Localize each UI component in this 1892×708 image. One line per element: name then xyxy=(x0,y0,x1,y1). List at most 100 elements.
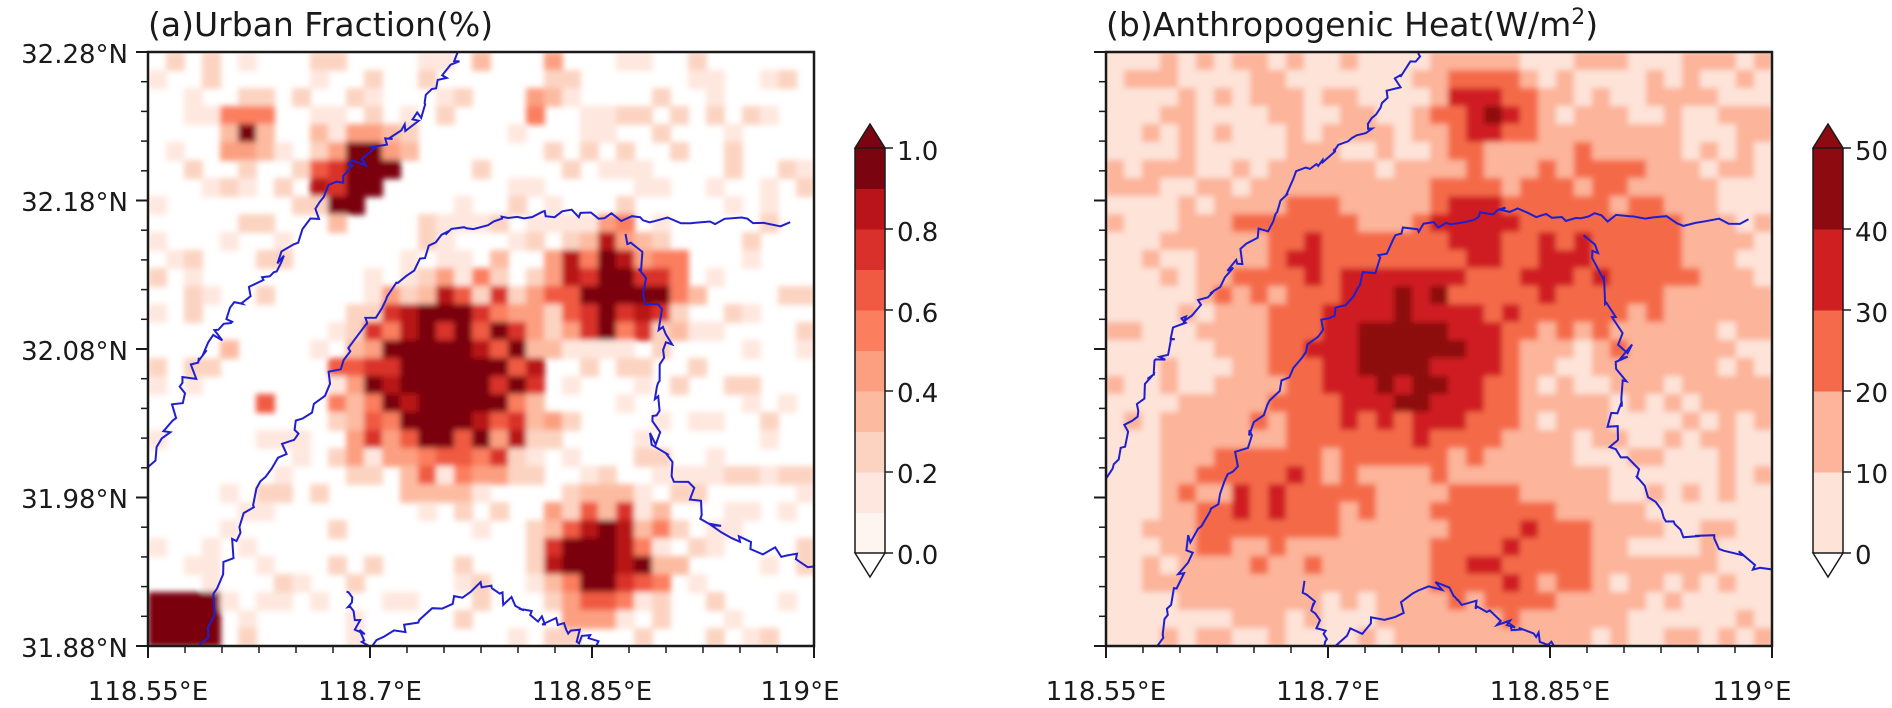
field-cell xyxy=(724,124,743,143)
field-cell xyxy=(274,232,293,251)
x-tick-label: 118.85°E xyxy=(1490,677,1610,707)
field-cell xyxy=(1718,376,1737,395)
field-cell xyxy=(1430,466,1449,485)
field-cell xyxy=(1466,322,1485,341)
field-cell xyxy=(1466,178,1485,197)
field-cell xyxy=(310,124,329,143)
field-cell xyxy=(1268,106,1287,125)
field-cell xyxy=(292,160,311,179)
field-cell xyxy=(1232,430,1251,449)
field-cell xyxy=(1754,88,1772,107)
field-cell xyxy=(634,376,653,395)
field-cell xyxy=(1142,178,1161,197)
field-cell xyxy=(454,322,473,341)
field-cell xyxy=(562,88,581,107)
field-cell xyxy=(1466,196,1485,215)
field-cell xyxy=(454,250,473,269)
field-cell xyxy=(1484,538,1503,557)
field-cell xyxy=(1214,376,1233,395)
field-cell xyxy=(1484,250,1503,269)
field-cell xyxy=(1538,322,1557,341)
field-cell xyxy=(1430,592,1449,611)
field-cell xyxy=(1376,322,1395,341)
field-cell xyxy=(1124,520,1143,539)
field-cell xyxy=(598,502,617,521)
field-cell xyxy=(508,178,527,197)
field-cell xyxy=(1520,430,1539,449)
field-cell xyxy=(544,520,563,539)
field-cell xyxy=(1484,70,1503,89)
field-cell xyxy=(1106,340,1125,359)
field-cell xyxy=(1664,376,1683,395)
field-cell xyxy=(1250,124,1269,143)
field-cell xyxy=(1232,502,1251,521)
field-cell xyxy=(328,214,347,233)
field-cell xyxy=(1232,286,1251,305)
field-cell xyxy=(1592,142,1611,161)
field-cell xyxy=(544,52,563,71)
field-cell xyxy=(1502,502,1521,521)
field-cell xyxy=(1196,412,1215,431)
field-cell xyxy=(1736,466,1755,485)
field-cell xyxy=(598,538,617,557)
field-cell xyxy=(1592,160,1611,179)
field-cell xyxy=(1142,412,1161,431)
field-cell xyxy=(1286,448,1305,467)
field-cell xyxy=(796,340,814,359)
field-cell xyxy=(1592,322,1611,341)
field-cell xyxy=(454,268,473,287)
field-cell xyxy=(616,484,635,503)
field-cell xyxy=(1628,376,1647,395)
field-cell xyxy=(1646,178,1665,197)
field-cell xyxy=(1124,538,1143,557)
field-cell xyxy=(1430,358,1449,377)
field-cell xyxy=(400,304,419,323)
field-cell xyxy=(1646,448,1665,467)
field-cell xyxy=(580,484,599,503)
field-cell xyxy=(1196,376,1215,395)
field-cell xyxy=(1322,88,1341,107)
field-cell xyxy=(1664,610,1683,629)
field-cell xyxy=(1628,250,1647,269)
field-cell xyxy=(1448,142,1467,161)
field-cell xyxy=(1304,250,1323,269)
field-cell xyxy=(1268,538,1287,557)
field-cell xyxy=(688,322,707,341)
field-cell xyxy=(580,124,599,143)
field-cell xyxy=(1664,232,1683,251)
field-cell xyxy=(1520,520,1539,539)
field-cell xyxy=(1214,52,1233,71)
field-cell xyxy=(148,358,167,377)
field-cell xyxy=(1502,628,1521,646)
field-cell xyxy=(1502,52,1521,71)
field-cell xyxy=(1196,430,1215,449)
field-cell xyxy=(328,52,347,71)
field-cell xyxy=(1718,574,1737,593)
field-cell xyxy=(1754,214,1772,233)
field-cell xyxy=(670,376,689,395)
field-cell xyxy=(1484,412,1503,431)
field-cell xyxy=(418,214,437,233)
field-cell xyxy=(1574,268,1593,287)
field-cell xyxy=(598,466,617,485)
colorbar-label: 0 xyxy=(1855,541,1872,571)
field-cell xyxy=(1718,430,1737,449)
field-cell xyxy=(1304,196,1323,215)
field-cell xyxy=(1412,232,1431,251)
field-cell xyxy=(1124,70,1143,89)
field-cell xyxy=(706,106,725,125)
field-cell xyxy=(1124,502,1143,521)
field-cell xyxy=(724,142,743,161)
field-cell xyxy=(184,106,203,125)
field-cell xyxy=(148,592,167,611)
field-cell xyxy=(1520,52,1539,71)
field-cell xyxy=(562,304,581,323)
field-cell xyxy=(220,232,239,251)
field-cell xyxy=(436,430,455,449)
field-cell xyxy=(1448,124,1467,143)
field-cell xyxy=(1142,88,1161,107)
field-cell xyxy=(1358,574,1377,593)
field-cell xyxy=(310,52,329,71)
field-cell xyxy=(1754,286,1772,305)
field-cell xyxy=(1592,376,1611,395)
